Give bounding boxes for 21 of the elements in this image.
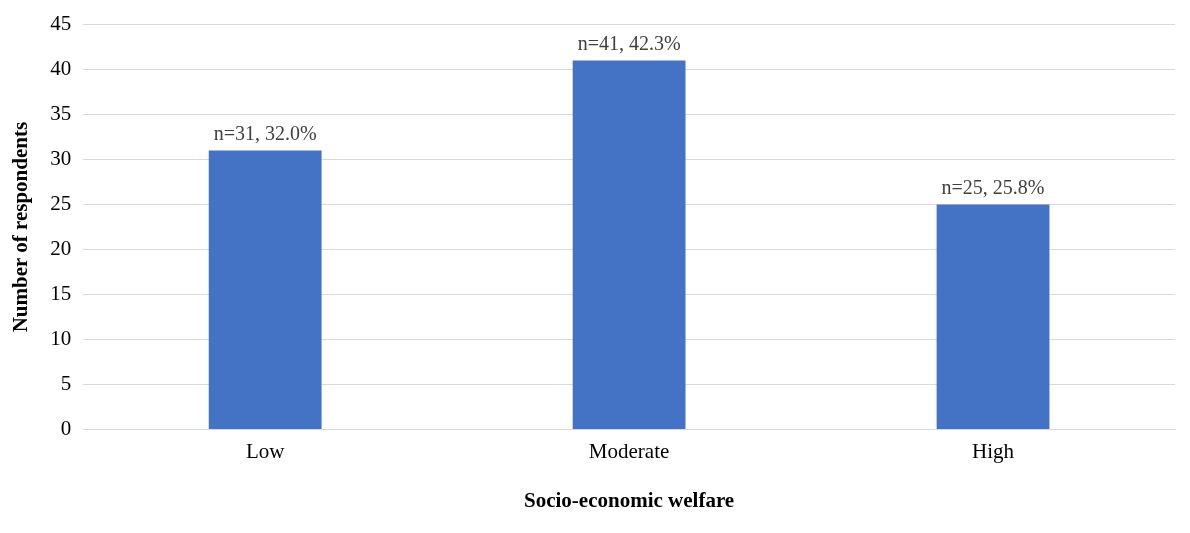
y-axis-title: Number of respondents [8,121,33,333]
data-label: n=25, 25.8% [941,175,1045,198]
y-tick-label: 45 [50,11,72,36]
data-label: n=31, 32.0% [213,121,317,144]
y-tick-label: 15 [50,281,72,306]
bar [936,204,1050,430]
y-tick-label: 20 [50,236,72,261]
bar [208,150,322,430]
y-tick-label: 35 [50,101,72,126]
x-tick-label: Moderate [588,438,670,463]
data-label: n=41, 42.3% [577,31,681,54]
x-axis-title: Socio-economic welfare [524,487,735,512]
y-tick-label: 40 [50,56,72,81]
y-tick-label: 10 [50,326,72,351]
y-tick-label: 5 [60,371,72,396]
y-tick-label: 30 [50,146,72,171]
x-tick-label: High [972,438,1015,463]
x-tick-label: Low [245,438,286,463]
bar [572,60,686,430]
y-tick-label: 0 [60,416,72,441]
y-tick-label: 25 [50,191,72,216]
